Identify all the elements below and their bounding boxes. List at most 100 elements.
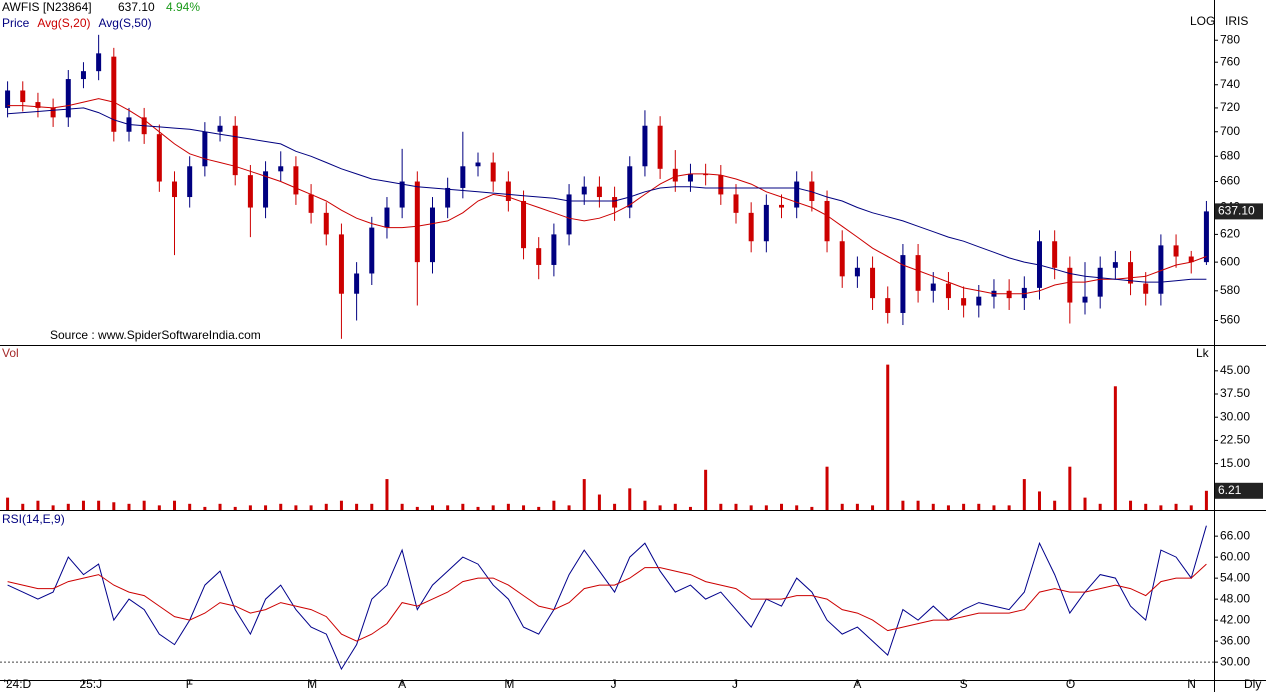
x-tick-label: 25:J bbox=[79, 677, 102, 691]
volume-bar bbox=[188, 503, 192, 510]
volume-bar bbox=[628, 488, 632, 510]
volume-bar bbox=[977, 503, 981, 510]
volume-bar bbox=[355, 503, 359, 510]
candle-body bbox=[172, 181, 178, 198]
volume-bar bbox=[1129, 500, 1133, 510]
candle-body bbox=[642, 125, 648, 167]
volume-bar bbox=[658, 505, 662, 510]
volume-bar bbox=[1144, 503, 1148, 510]
volume-bar bbox=[764, 505, 768, 510]
candle-body bbox=[1067, 267, 1073, 303]
candle-body bbox=[217, 125, 223, 132]
candle-body bbox=[733, 194, 739, 213]
y-tick-label: 42.00 bbox=[1220, 612, 1250, 626]
candle-body bbox=[703, 173, 709, 176]
candle-body bbox=[885, 298, 891, 313]
volume-bar bbox=[506, 503, 510, 510]
volume-bar bbox=[415, 506, 419, 510]
candle-body bbox=[779, 204, 785, 208]
timeframe: Dly bbox=[1244, 677, 1261, 691]
volume-bar bbox=[112, 502, 116, 510]
candle-body bbox=[293, 166, 299, 195]
volume-bar bbox=[795, 505, 799, 510]
candle-body bbox=[505, 181, 511, 201]
candle-body bbox=[672, 168, 678, 182]
volume-bar bbox=[51, 505, 55, 510]
x-tick-label: A bbox=[853, 677, 861, 691]
volume-bar bbox=[446, 505, 450, 510]
candle-body bbox=[900, 255, 906, 313]
volume-bar bbox=[370, 503, 374, 510]
volume-bar bbox=[522, 505, 526, 510]
candle-body bbox=[384, 207, 390, 228]
candle-body bbox=[65, 79, 71, 118]
candle-body bbox=[824, 200, 830, 242]
volume-bar bbox=[1083, 497, 1087, 510]
y-tick-label: 54.00 bbox=[1220, 570, 1250, 584]
candle-body bbox=[1021, 287, 1027, 299]
volume-bar bbox=[1113, 386, 1117, 510]
volume-bar bbox=[400, 503, 404, 510]
y-tick-label: 680 bbox=[1220, 148, 1240, 162]
symbol: AWFIS [N23864] bbox=[2, 0, 92, 14]
volume-bar bbox=[66, 503, 70, 510]
x-tick-label: J bbox=[611, 677, 617, 691]
candle-body bbox=[809, 181, 815, 201]
y-tick-label: 720 bbox=[1220, 100, 1240, 114]
candle-body bbox=[247, 175, 253, 208]
candle-body bbox=[1173, 245, 1179, 257]
candle-body bbox=[627, 166, 633, 208]
candle-body bbox=[308, 194, 314, 213]
candle-body bbox=[429, 207, 435, 263]
candle-body bbox=[111, 56, 117, 132]
candle-body bbox=[566, 194, 572, 235]
volume-bar bbox=[825, 466, 829, 510]
volume-bar bbox=[1159, 505, 1163, 510]
x-tick-label: M bbox=[307, 677, 317, 691]
x-tick-label: J bbox=[732, 677, 738, 691]
volume-bar bbox=[871, 505, 875, 510]
volume-bar bbox=[1022, 479, 1026, 510]
candle-body bbox=[1158, 245, 1164, 294]
volume-bar bbox=[780, 503, 784, 510]
moving-average bbox=[7, 107, 1207, 283]
candle-body bbox=[612, 197, 618, 208]
x-tick-label: F bbox=[186, 677, 193, 691]
y-tick-label: 620 bbox=[1220, 227, 1240, 241]
candle-body bbox=[976, 296, 982, 306]
y-tick-label: 45.00 bbox=[1220, 363, 1250, 377]
volume-bar bbox=[673, 503, 677, 510]
volume-bar bbox=[734, 503, 738, 510]
volume-bar bbox=[97, 500, 101, 510]
candle-body bbox=[96, 53, 102, 72]
candle-body bbox=[1112, 262, 1118, 268]
y-tick-label: 780 bbox=[1220, 32, 1240, 46]
change: 4.94% bbox=[166, 0, 200, 14]
volume-bar bbox=[309, 505, 313, 510]
candle-body bbox=[657, 125, 663, 169]
volume-bar bbox=[142, 500, 146, 510]
legend-entry: Price bbox=[2, 16, 30, 30]
volume-bar bbox=[643, 500, 647, 510]
y-tick-label: 22.50 bbox=[1220, 433, 1250, 447]
candle-body bbox=[854, 267, 860, 277]
volume-bar bbox=[157, 505, 161, 510]
volume-bar bbox=[1037, 491, 1041, 510]
value-box bbox=[1215, 203, 1263, 220]
volume-bar bbox=[704, 469, 708, 510]
legend-entry: Avg(S,50) bbox=[98, 16, 151, 30]
volume-bar bbox=[248, 505, 252, 510]
candle-body bbox=[718, 175, 724, 195]
volume-bar bbox=[233, 506, 237, 510]
volume-bar bbox=[476, 506, 480, 510]
volume-bar bbox=[385, 479, 389, 510]
volume-bar bbox=[1053, 500, 1057, 510]
rsi-line bbox=[7, 525, 1207, 671]
volume-bar bbox=[1189, 505, 1193, 510]
moving-average bbox=[7, 98, 1207, 295]
y-tick-label: 30.00 bbox=[1220, 409, 1250, 423]
volume-bar bbox=[294, 505, 298, 510]
candle-body bbox=[263, 171, 269, 208]
candle-body bbox=[187, 166, 193, 198]
